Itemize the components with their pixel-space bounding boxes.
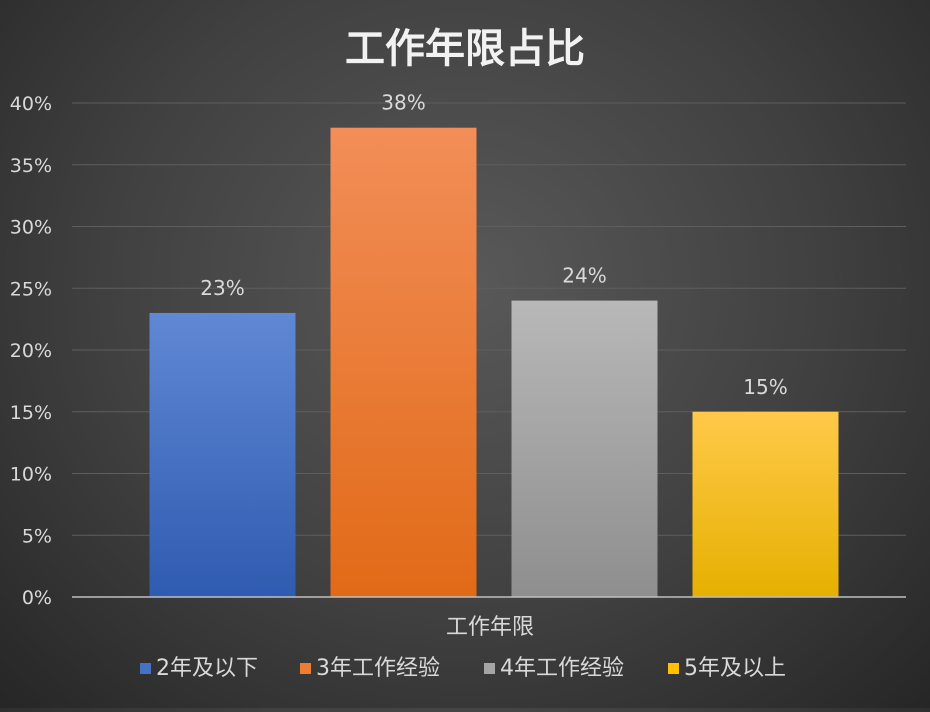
y-tick-label: 0% <box>22 587 52 609</box>
legend-swatch <box>484 663 495 674</box>
legend-label: 4年工作经验 <box>500 656 624 681</box>
y-tick-label: 5% <box>22 525 52 547</box>
legend-swatch <box>668 663 679 674</box>
data-label: 38% <box>381 91 425 115</box>
y-tick-label: 15% <box>10 402 52 424</box>
bars <box>149 127 839 597</box>
y-tick-label: 40% <box>10 93 52 115</box>
legend-swatch <box>300 663 311 674</box>
bar <box>692 411 839 597</box>
y-tick-label: 25% <box>10 278 52 300</box>
data-label: 15% <box>743 375 787 399</box>
bar <box>330 127 477 597</box>
legend-label: 2年及以下 <box>156 656 258 681</box>
y-axis-ticks: 0% 5% 10% 15% 20% 25% 30% 35% 40% <box>10 93 52 609</box>
legend: 2年及以下 3年工作经验 4年工作经验 5年及以上 <box>140 656 786 681</box>
legend-label: 5年及以上 <box>684 656 786 681</box>
data-label: 23% <box>200 276 244 300</box>
data-labels: 23% 38% 24% 15% <box>200 91 787 399</box>
y-tick-label: 10% <box>10 464 52 486</box>
y-tick-label: 35% <box>10 155 52 177</box>
y-tick-label: 30% <box>10 217 52 239</box>
y-tick-label: 20% <box>10 340 52 362</box>
legend-swatch <box>140 663 151 674</box>
chart-title: 工作年限占比 <box>345 26 585 72</box>
bar <box>511 300 658 597</box>
x-axis-label: 工作年限 <box>446 615 534 640</box>
bar <box>149 312 296 597</box>
legend-label: 3年工作经验 <box>316 656 440 681</box>
data-label: 24% <box>562 264 606 288</box>
